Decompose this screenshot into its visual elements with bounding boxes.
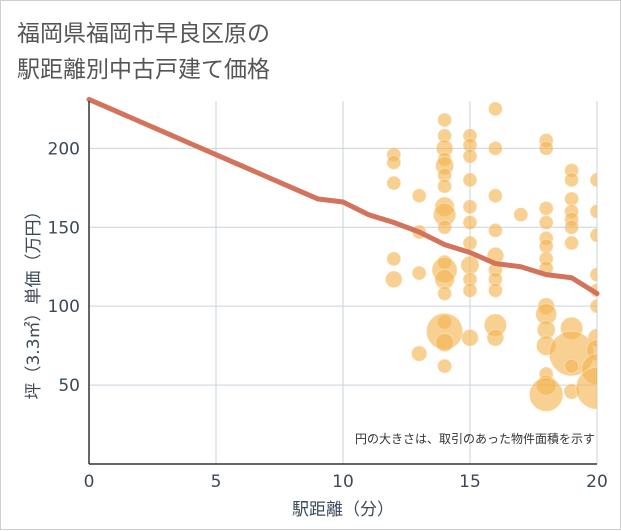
- bubble-point: [386, 175, 402, 191]
- bubble-point: [589, 203, 597, 219]
- x-tick-label: 0: [84, 472, 95, 492]
- bubble-point: [462, 282, 478, 298]
- bubble-point: [386, 155, 402, 171]
- bubble-point: [437, 219, 453, 235]
- bubble-point: [564, 172, 580, 188]
- bubble-point: [462, 148, 478, 164]
- bubble-point: [589, 298, 597, 314]
- x-tick-label: 15: [459, 472, 481, 492]
- bubble-point: [589, 172, 597, 188]
- bubble-point: [487, 188, 503, 204]
- bubble-point: [538, 215, 554, 231]
- bubble-point: [462, 215, 478, 231]
- grid-lines: [89, 101, 598, 464]
- y-tick-labels: 50 100 150 200: [48, 139, 80, 396]
- bubble-point: [462, 172, 478, 188]
- bubble-point: [513, 207, 529, 223]
- x-tick-labels: 0 5 10 15 20: [84, 472, 608, 492]
- bubble-point: [564, 358, 580, 374]
- bubble-point: [437, 286, 453, 302]
- y-tick-label: 150: [48, 218, 80, 238]
- bubble-point: [538, 140, 554, 156]
- bubble-point: [564, 235, 580, 251]
- bubble-point: [487, 222, 503, 238]
- bubble-point: [411, 265, 427, 281]
- bubble-point: [487, 140, 503, 156]
- bubble-point: [384, 270, 403, 289]
- chart-title-line-2: 駅距離別中古戸建て価格: [17, 57, 270, 83]
- bubble-point: [411, 345, 428, 362]
- y-tick-label: 200: [48, 139, 80, 159]
- bubble-point: [589, 267, 597, 283]
- y-tick-label: 100: [48, 297, 80, 317]
- bubble-point: [411, 188, 427, 204]
- bubble-size-note: 円の大きさは、取引のあった物件面積を示す: [355, 431, 595, 446]
- bubble-point: [386, 251, 402, 267]
- bubble-point: [487, 282, 503, 298]
- bubble-point: [564, 191, 580, 207]
- bubble-point: [538, 238, 554, 254]
- bubble-point: [486, 328, 505, 347]
- bubble-point: [460, 255, 480, 275]
- bubble-point: [564, 219, 580, 235]
- bubble-point: [528, 377, 564, 412]
- bubble-point: [437, 112, 453, 128]
- trend-line: [86, 96, 600, 297]
- bubble-point: [437, 178, 453, 194]
- x-tick-label: 10: [332, 472, 354, 492]
- x-tick-label: 5: [211, 472, 222, 492]
- bubble-point: [462, 235, 478, 251]
- x-tick-label: 20: [586, 472, 608, 492]
- chart-title-line-1: 福岡県福岡市早良区原の: [17, 21, 270, 47]
- x-axis-title: 駅距離（分）: [292, 500, 394, 520]
- y-axis-title: 坪（3.3㎡）単価（万円）: [24, 202, 44, 399]
- bubble-point: [575, 366, 597, 410]
- axes: [88, 101, 597, 465]
- bubble-point: [462, 199, 478, 215]
- bubble-point: [589, 227, 597, 243]
- bubble-point: [435, 332, 455, 353]
- bubble-point: [538, 200, 554, 216]
- trend-line-group: [86, 96, 600, 297]
- y-tick-label: 50: [58, 376, 80, 396]
- bubble-point: [487, 101, 503, 117]
- bubble-point: [461, 328, 479, 347]
- bubble-point: [437, 358, 453, 374]
